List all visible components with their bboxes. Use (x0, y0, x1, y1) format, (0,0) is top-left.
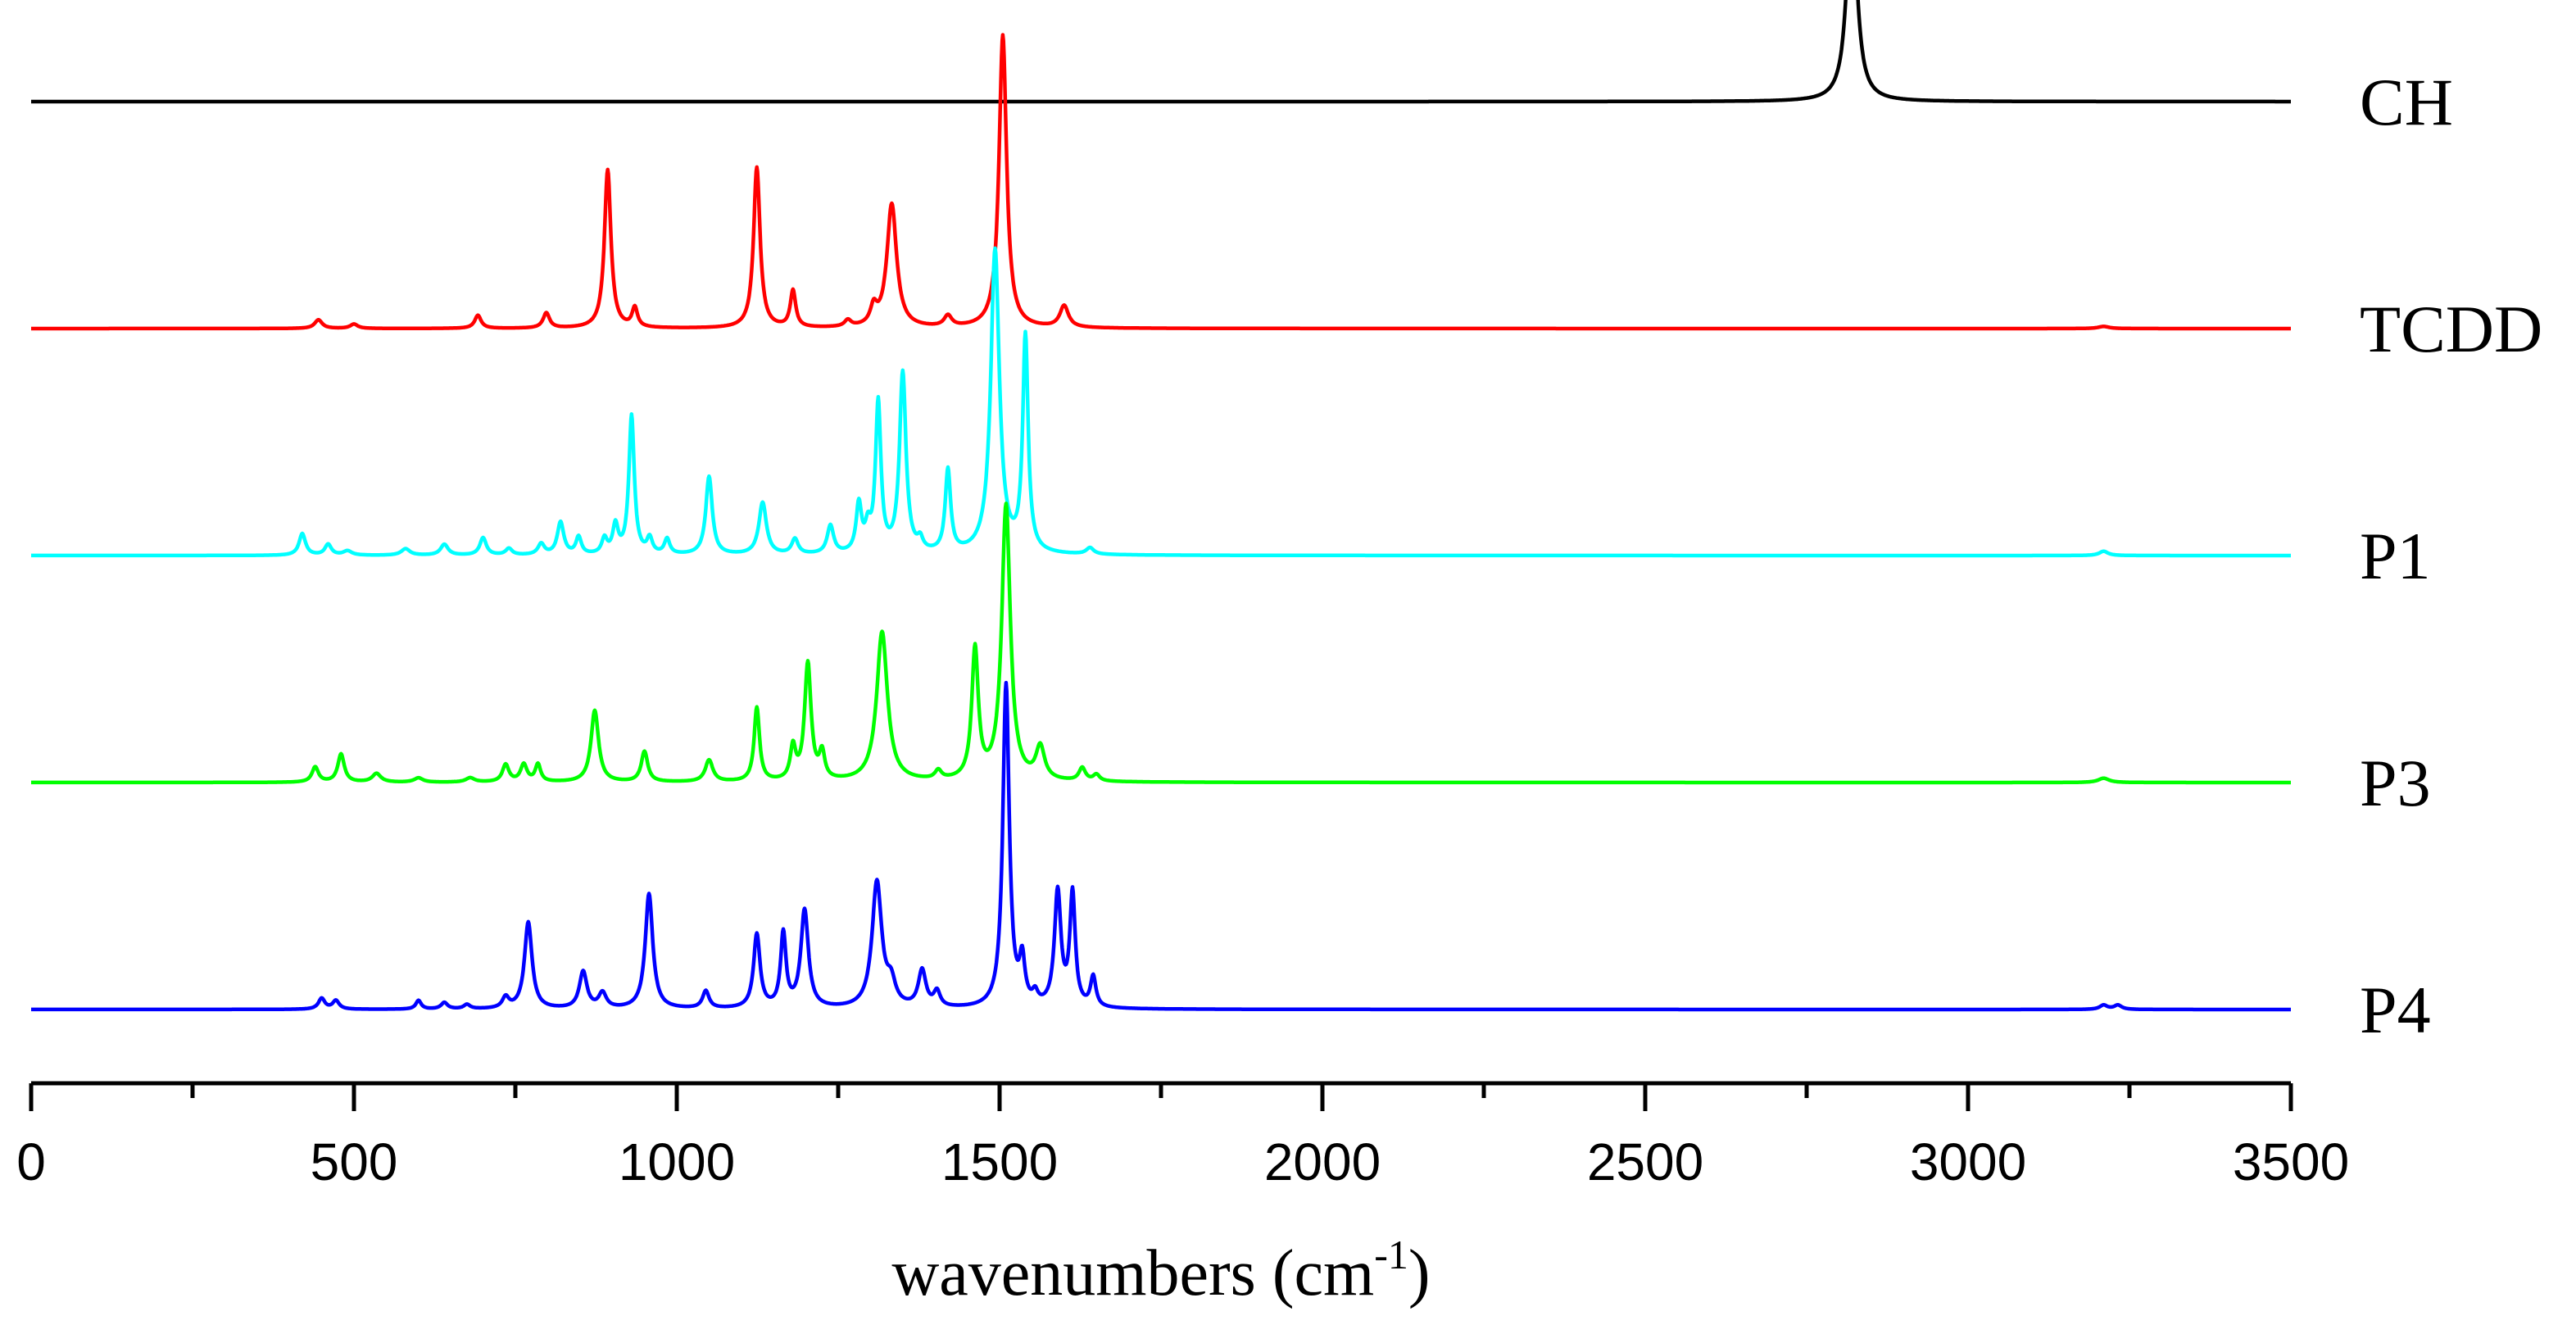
x-tick-label: 0 (16, 1132, 46, 1191)
series-label-tcdd: TCDD (2360, 292, 2542, 366)
x-tick-label: 3000 (1910, 1132, 2026, 1191)
series-label-p4: P4 (2360, 973, 2431, 1047)
series-line-tcdd (29, 33, 2293, 331)
series-label-p3: P3 (2360, 746, 2431, 820)
x-tick-label: 1500 (941, 1132, 1058, 1191)
x-tick-label: 500 (311, 1132, 398, 1191)
x-axis-title: wavenumbers (cm-1) (892, 1232, 1431, 1309)
x-axis-title-tail: ) (1408, 1237, 1431, 1309)
series-line-ch (29, 0, 2293, 104)
series-line-p1 (29, 246, 2293, 558)
x-axis-title-superscript: -1 (1374, 1232, 1408, 1277)
series-label-ch: CH (2360, 65, 2453, 139)
series-label-p1: P1 (2360, 519, 2431, 593)
x-axis-title-main: wavenumbers (cm (892, 1237, 1375, 1309)
x-axis: 0 500 1000 1500 2000 2500 3000 3500 (16, 1081, 2349, 1191)
spectrum-traces (29, 0, 2293, 1012)
series-line-p4 (29, 680, 2293, 1012)
x-tick-label: 1000 (619, 1132, 735, 1191)
series-line-p3 (29, 501, 2293, 785)
x-tick-label: 3500 (2233, 1132, 2349, 1191)
x-tick-label: 2000 (1264, 1132, 1381, 1191)
x-tick-label: 2500 (1587, 1132, 1703, 1191)
series-labels: CH TCDD P1 P3 P4 (2360, 65, 2542, 1047)
